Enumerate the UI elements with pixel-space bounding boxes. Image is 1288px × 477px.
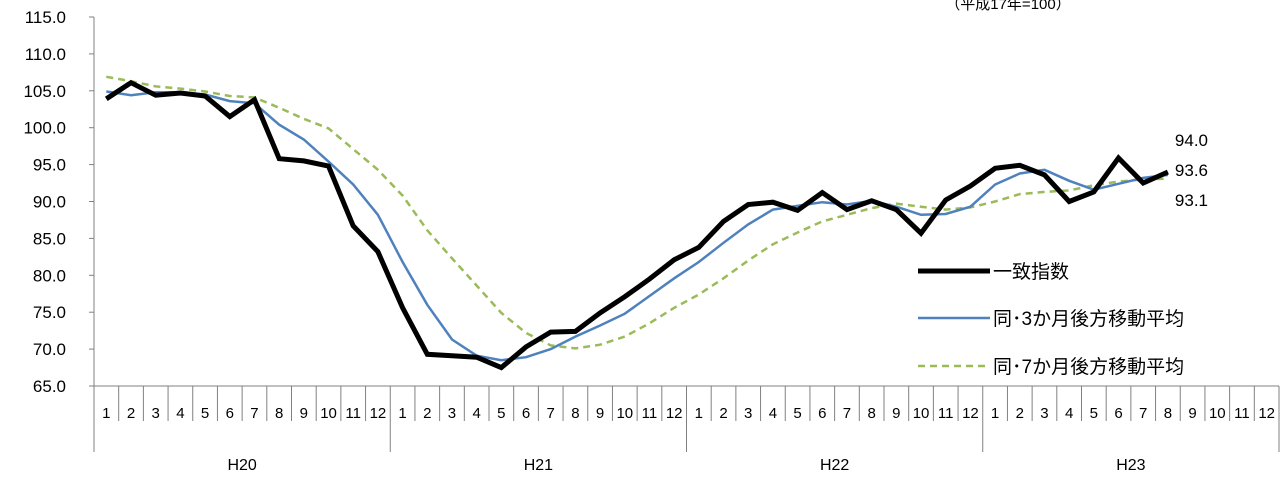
- x-tick-label: 4: [1065, 405, 1073, 422]
- x-tick-label: 4: [769, 405, 777, 422]
- series-line-0: [104, 79, 1169, 371]
- x-tick-label: 12: [370, 405, 387, 422]
- x-tick-label: 11: [642, 405, 658, 422]
- axes: [89, 16, 1280, 452]
- series-end-labels: 94.0 93.6 93.1: [1175, 131, 1208, 210]
- x-tick-label: 5: [793, 405, 801, 422]
- x-tick-label: 3: [1040, 405, 1048, 422]
- x-tick-label: 11: [345, 405, 361, 422]
- y-tick-label: 100.0: [23, 119, 66, 138]
- x-tick-label: 6: [818, 405, 826, 422]
- year-label: H22: [820, 457, 849, 474]
- x-tick-label: 12: [666, 405, 683, 422]
- legend-label-0: 一致指数: [993, 261, 1069, 283]
- x-tick-label: 12: [1258, 405, 1275, 422]
- x-tick-label: 7: [843, 405, 851, 422]
- x-tick-label: 8: [1164, 405, 1172, 422]
- x-tick-label: 6: [522, 405, 530, 422]
- y-tick-label: 75.0: [33, 303, 66, 322]
- x-tick-label: 4: [176, 405, 184, 422]
- x-tick-label: 8: [571, 405, 579, 422]
- x-tick-label: 9: [1188, 405, 1196, 422]
- x-tick-label: 9: [300, 405, 308, 422]
- x-axis-month-labels: 1 2 3 4 5 6 7 8 9 10 11 12 1 2 3 4 5 6 7 8 9 10 11 12 1 2 3 4 5 6 7 8 9 1…: [102, 405, 1275, 422]
- year-label: H21: [524, 457, 553, 474]
- y-axis-tick-labels: 65.0 70.0 75.0 80.0 85.0 90.0 95.0 100.0 105.0 11…: [23, 8, 66, 396]
- x-tick-label: 1: [102, 405, 110, 422]
- x-tick-label: 1: [695, 405, 703, 422]
- x-tick-label: 9: [596, 405, 604, 422]
- series-line-1: [106, 90, 1169, 362]
- year-label: H23: [1116, 457, 1145, 474]
- x-tick-label: 6: [226, 405, 234, 422]
- x-tick-label: 3: [152, 405, 160, 422]
- x-tick-label: 7: [547, 405, 555, 422]
- y-tick-label: 65.0: [33, 377, 66, 396]
- x-tick-label: 10: [913, 405, 930, 422]
- x-tick-label: 6: [1114, 405, 1122, 422]
- x-tick-label: 5: [497, 405, 505, 422]
- x-tick-label: 1: [991, 405, 999, 422]
- x-tick-label: 10: [1209, 405, 1226, 422]
- x-tick-label: 4: [472, 405, 480, 422]
- x-tick-label: 11: [938, 405, 954, 422]
- x-tick-label: 3: [744, 405, 752, 422]
- x-tick-label: 9: [892, 405, 900, 422]
- unit-note: （平成17年=100）: [945, 0, 1070, 13]
- x-axis-year-labels: H20 H21 H22 H23: [227, 457, 1145, 474]
- end-label-1: 93.6: [1175, 161, 1208, 180]
- x-tick-label: 2: [1016, 405, 1024, 422]
- y-tick-label: 80.0: [33, 266, 66, 285]
- y-tick-label: 115.0: [25, 8, 66, 27]
- x-tick-label: 10: [320, 405, 337, 422]
- end-label-0: 94.0: [1175, 131, 1208, 150]
- y-tick-label: 110.0: [25, 45, 66, 64]
- year-label: H20: [227, 457, 256, 474]
- x-tick-label: 12: [962, 405, 979, 422]
- x-tick-label: 11: [1234, 405, 1250, 422]
- x-tick-label: 10: [616, 405, 633, 422]
- y-tick-label: 70.0: [33, 340, 66, 359]
- legend-label-2: 同･7か月後方移動平均: [993, 356, 1184, 378]
- x-tick-label: 7: [1139, 405, 1147, 422]
- y-tick-label: 105.0: [23, 82, 66, 101]
- y-tick-label: 85.0: [33, 229, 66, 248]
- x-tick-label: 5: [201, 405, 209, 422]
- y-tick-label: 95.0: [33, 156, 66, 175]
- x-tick-label: 2: [719, 405, 727, 422]
- end-label-2: 93.1: [1175, 191, 1208, 210]
- x-tick-label: 1: [398, 405, 406, 422]
- legend-label-1: 同･3か月後方移動平均: [993, 308, 1184, 330]
- x-tick-label: 8: [275, 405, 283, 422]
- series-line-2: [106, 75, 1168, 350]
- series-lines: [104, 75, 1169, 371]
- x-tick-label: 2: [127, 405, 135, 422]
- x-tick-label: 2: [423, 405, 431, 422]
- x-tick-label: 3: [448, 405, 456, 422]
- x-tick-label: 7: [250, 405, 258, 422]
- x-tick-label: 8: [867, 405, 875, 422]
- y-tick-label: 90.0: [33, 193, 66, 212]
- x-tick-label: 5: [1090, 405, 1098, 422]
